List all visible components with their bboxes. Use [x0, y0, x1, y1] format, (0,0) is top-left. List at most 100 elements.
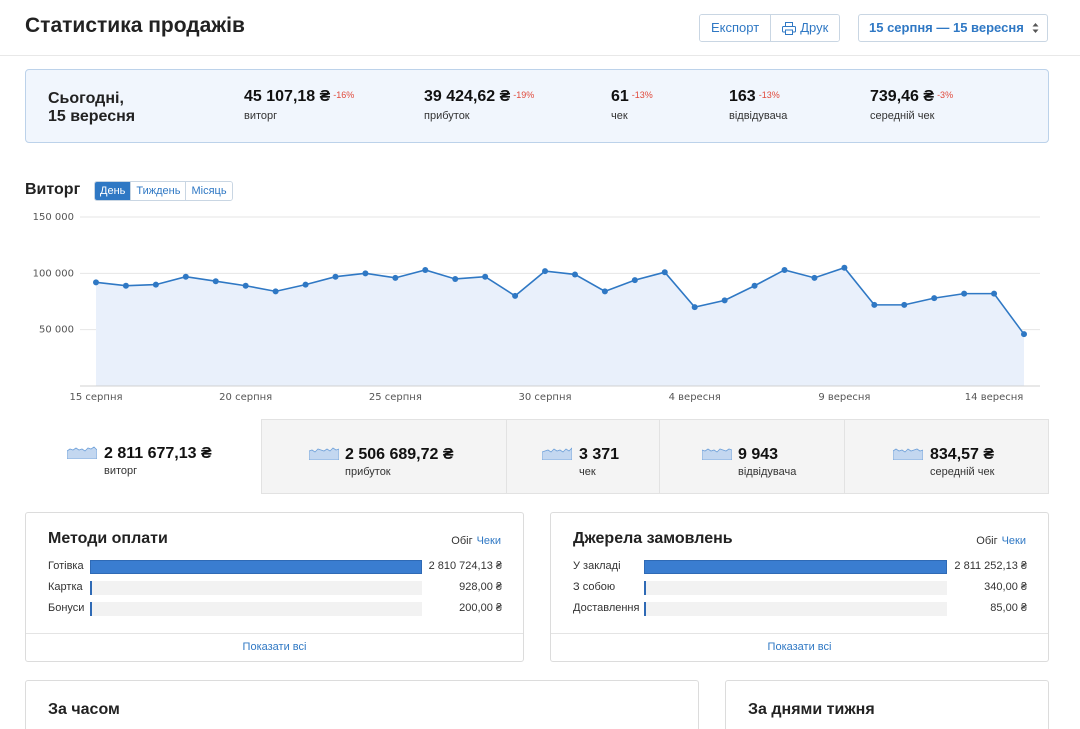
- series-area: [96, 267, 1024, 386]
- data-point: [631, 277, 638, 284]
- bar-label: Доставлення: [573, 602, 640, 614]
- kpi-average-check: 739,46 ₴ -3% середній чек: [870, 88, 953, 122]
- x-tick-label: 15 серпня: [70, 392, 123, 403]
- payment-methods-panel: Методи оплати Обіг Чеки Готівка 2 810 724…: [25, 512, 524, 662]
- y-tick-label: 150 000: [33, 212, 74, 223]
- y-tick-label: 100 000: [33, 268, 74, 279]
- kpi-label: середній чек: [870, 110, 935, 122]
- print-button[interactable]: Друк: [770, 15, 840, 41]
- bar-fill: [644, 602, 646, 616]
- page-title: Статистика продажів: [25, 14, 245, 37]
- toggle-checks[interactable]: Чеки: [1001, 535, 1026, 547]
- data-point: [781, 266, 788, 273]
- sparkline-icon: [893, 448, 923, 460]
- metric-toggle: Обіг Чеки: [976, 535, 1026, 547]
- today-label: Сьогодні, 15 вересня: [48, 90, 135, 126]
- bar-value: 85,00 ₴: [990, 602, 1027, 614]
- bar-value: 928,00 ₴: [459, 581, 502, 593]
- x-tick-label: 9 вересня: [818, 392, 870, 403]
- x-tick-label: 20 серпня: [219, 392, 272, 403]
- data-point: [482, 273, 489, 280]
- tab-month[interactable]: Місяць: [185, 182, 232, 200]
- bar-label: Картка: [48, 581, 83, 593]
- data-point: [991, 290, 998, 297]
- bar-row: Доставлення 85,00 ₴: [573, 602, 1027, 616]
- data-point: [901, 301, 908, 308]
- data-point: [931, 295, 938, 302]
- export-button[interactable]: Експорт: [700, 15, 771, 41]
- toggle-checks[interactable]: Чеки: [476, 535, 501, 547]
- total-revenue[interactable]: 2 811 677,13 ₴ виторг: [25, 419, 261, 494]
- show-all-link[interactable]: Показати всі: [26, 633, 523, 661]
- bar-label: З собою: [573, 581, 616, 593]
- total-label: відвідувача: [738, 466, 797, 478]
- data-point: [542, 268, 549, 275]
- show-all-link[interactable]: Показати всі: [551, 633, 1048, 661]
- bar-value: 2 810 724,13 ₴: [428, 560, 502, 572]
- bar-fill: [90, 560, 422, 574]
- y-tick-label: 50 000: [39, 325, 74, 336]
- bar-value: 2 811 252,13 ₴: [954, 560, 1027, 572]
- kpi-value: 45 107,18 ₴: [244, 88, 331, 105]
- total-value: 2 811 677,13 ₴: [104, 445, 212, 462]
- data-point: [122, 282, 129, 289]
- x-tick-label: 30 серпня: [519, 392, 572, 403]
- total-checks[interactable]: 3 371 чек: [506, 419, 660, 494]
- tab-week[interactable]: Тиждень: [130, 182, 186, 200]
- revenue-chart-title: Виторг: [25, 181, 81, 198]
- data-point: [272, 288, 279, 295]
- sparkline-icon: [309, 447, 339, 460]
- by-hour-panel: За часом: [25, 680, 699, 729]
- data-point: [93, 279, 99, 286]
- data-point: [961, 290, 968, 297]
- bar-track: [90, 581, 422, 595]
- total-visitors[interactable]: 9 943 відвідувача: [659, 419, 845, 494]
- kpi-checks: 61 -13% чек: [611, 88, 653, 122]
- print-label: Друк: [800, 20, 829, 35]
- sparkline-icon: [67, 446, 97, 459]
- kpi-delta: -16%: [333, 90, 355, 100]
- bar-row: З собою 340,00 ₴: [573, 581, 1027, 595]
- total-label: чек: [579, 466, 596, 478]
- sparkline-icon: [702, 448, 732, 460]
- data-point: [571, 271, 578, 278]
- panel-title: За днями тижня: [748, 701, 875, 718]
- kpi-revenue: 45 107,18 ₴ -16% виторг: [244, 88, 354, 122]
- bar-value: 200,00 ₴: [459, 602, 502, 614]
- kpi-delta: -13%: [631, 90, 653, 100]
- kpi-delta: -13%: [758, 90, 780, 100]
- kpi-label: прибуток: [424, 110, 470, 122]
- toggle-turnover[interactable]: Обіг: [976, 535, 998, 547]
- bar-row: Бонуси 200,00 ₴: [48, 602, 502, 616]
- kpi-visitors: 163 -13% відвідувача: [729, 88, 787, 122]
- data-point: [422, 266, 429, 273]
- data-point: [601, 288, 608, 295]
- bar-row: Готівка 2 810 724,13 ₴: [48, 560, 502, 574]
- date-range-value: 15 серпня — 15 вересня: [869, 20, 1024, 35]
- totals-row: 2 811 677,13 ₴ виторг 2 506 689,72 ₴ при…: [25, 419, 1049, 494]
- bar-fill: [90, 581, 92, 595]
- data-point: [182, 273, 189, 280]
- toggle-turnover[interactable]: Обіг: [451, 535, 473, 547]
- data-point: [811, 274, 818, 281]
- order-sources-panel: Джерела замовлень Обіг Чеки У закладі 2 8…: [550, 512, 1049, 662]
- data-point: [302, 281, 309, 288]
- bar-label: У закладі: [573, 560, 621, 572]
- kpi-value: 739,46 ₴: [870, 88, 935, 105]
- sparkline-icon: [542, 447, 572, 460]
- data-point: [661, 269, 668, 276]
- panel-title: Джерела замовлень: [573, 530, 733, 547]
- total-value: 3 371: [579, 446, 620, 463]
- data-point: [871, 301, 878, 308]
- tab-day[interactable]: День: [95, 182, 131, 200]
- total-average-check[interactable]: 834,57 ₴ середній чек: [844, 419, 1049, 494]
- total-profit[interactable]: 2 506 689,72 ₴ прибуток: [261, 419, 507, 494]
- x-tick-label: 4 вересня: [669, 392, 721, 403]
- kpi-value: 61: [611, 88, 629, 105]
- total-label: прибуток: [345, 466, 391, 478]
- kpi-delta: -3%: [937, 90, 954, 100]
- panel-title: За часом: [48, 701, 120, 718]
- data-point: [332, 273, 339, 280]
- date-range-select[interactable]: 15 серпня — 15 вересня: [858, 14, 1048, 42]
- kpi-label: виторг: [244, 110, 278, 122]
